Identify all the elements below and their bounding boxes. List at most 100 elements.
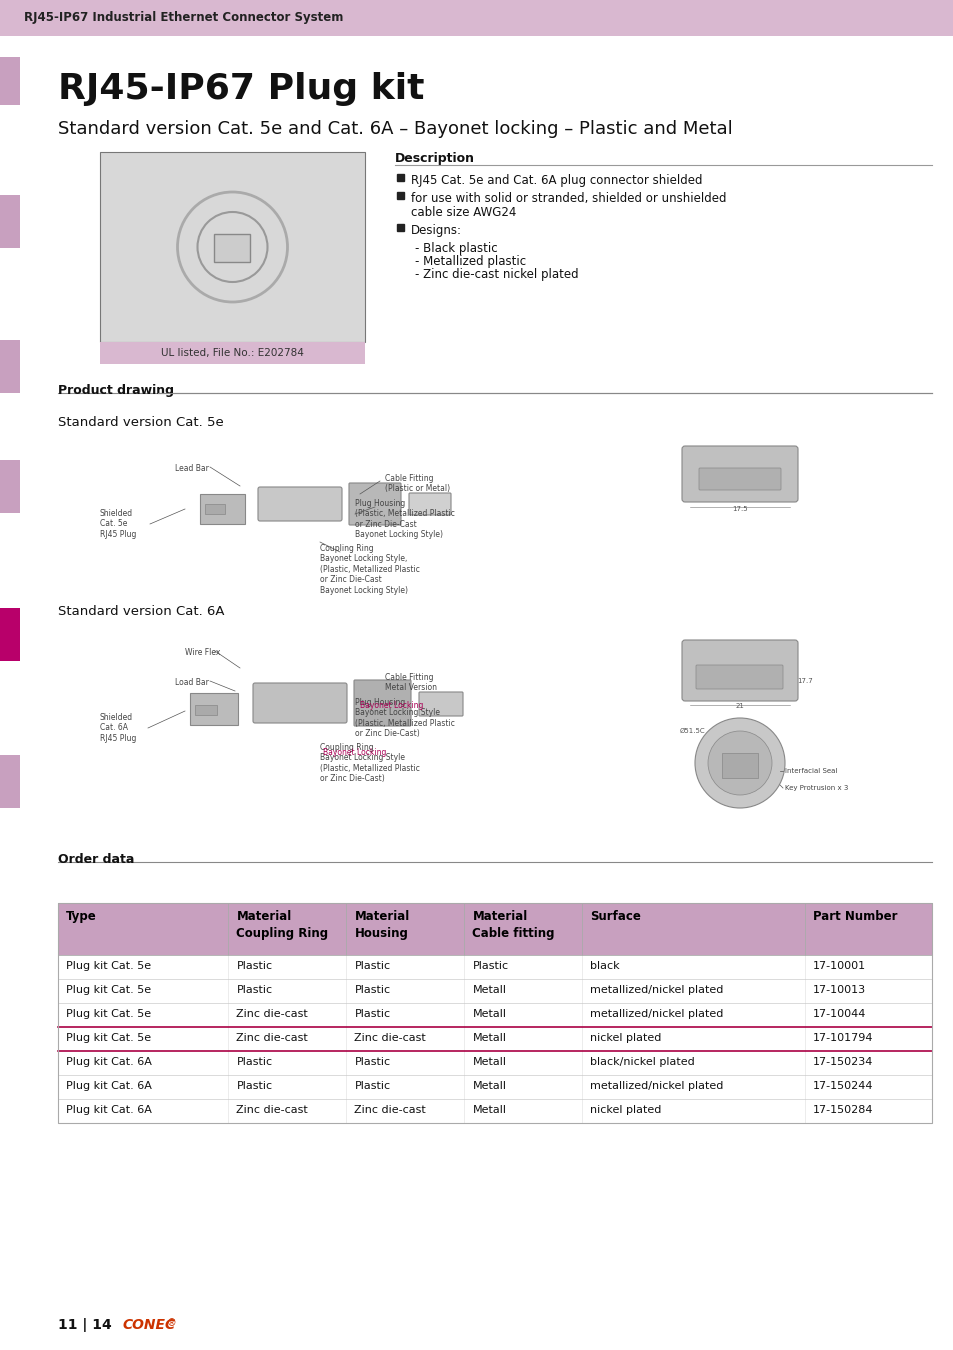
Bar [58, 1075, 931, 1099]
Text: Material
Coupling Ring: Material Coupling Ring [236, 910, 328, 940]
Text: Lead Bar: Lead Bar [174, 464, 209, 472]
Bar [396, 192, 403, 198]
Bar [58, 954, 931, 979]
Circle shape [707, 730, 771, 795]
Text: UL listed, File No.: E202784: UL listed, File No.: E202784 [161, 348, 304, 358]
Text: metallized/nickel plated: metallized/nickel plated [590, 986, 723, 995]
FancyBboxPatch shape [418, 693, 462, 716]
Text: Plug kit Cat. 5e: Plug kit Cat. 5e [66, 1008, 151, 1019]
Text: Plug Housing
Bayonet Locking Style
(Plastic, Metallized Plastic
or Zinc Die-Cast: Plug Housing Bayonet Locking Style (Plas… [355, 698, 455, 738]
Text: Plug kit Cat. 6A: Plug kit Cat. 6A [66, 1081, 152, 1091]
Bar [58, 979, 931, 1003]
Bar [100, 342, 365, 365]
Text: Plastic: Plastic [355, 1057, 390, 1066]
Bar [58, 1003, 931, 1027]
Text: Standard version Cat. 6A: Standard version Cat. 6A [58, 605, 224, 618]
Text: Shielded
Cat. 5e
RJ45 Plug: Shielded Cat. 5e RJ45 Plug [100, 509, 136, 539]
Text: nickel plated: nickel plated [590, 1033, 661, 1044]
Bar [58, 1052, 931, 1075]
Text: Type: Type [66, 910, 96, 923]
Text: RJ45-IP67 Industrial Ethernet Connector System: RJ45-IP67 Industrial Ethernet Connector … [24, 12, 343, 24]
Text: Metall: Metall [472, 1057, 506, 1066]
Text: black/nickel plated: black/nickel plated [590, 1057, 695, 1066]
Text: Part Number: Part Number [812, 910, 897, 923]
FancyBboxPatch shape [681, 446, 797, 502]
Text: Plug Housing
(Plastic, Metallized Plastic
or Zinc Die-Cast
Bayonet Locking Style: Plug Housing (Plastic, Metallized Plasti… [355, 500, 455, 539]
Bar [0, 194, 20, 248]
Text: - Black plastic: - Black plastic [415, 242, 497, 255]
Text: Plastic: Plastic [236, 961, 273, 971]
Text: nickel plated: nickel plated [590, 1106, 661, 1115]
Text: Bayonet Locking: Bayonet Locking [323, 748, 386, 757]
Text: Plastic: Plastic [355, 986, 390, 995]
Text: Key Protrusion x 3: Key Protrusion x 3 [784, 784, 847, 791]
Text: 17-150234: 17-150234 [812, 1057, 873, 1066]
Bar [0, 755, 20, 809]
Bar [58, 903, 931, 954]
Text: Standard version Cat. 5e: Standard version Cat. 5e [58, 416, 224, 429]
Text: Metall: Metall [472, 1033, 506, 1044]
Text: Interfacial Seal: Interfacial Seal [784, 768, 837, 774]
Text: 17-10044: 17-10044 [812, 1008, 865, 1019]
Text: CONEC: CONEC [123, 1318, 176, 1332]
Bar [0, 0, 953, 36]
FancyBboxPatch shape [257, 487, 341, 521]
Bar [396, 174, 403, 181]
Text: Material
Cable fitting: Material Cable fitting [472, 910, 555, 940]
Text: cable size AWG24: cable size AWG24 [411, 207, 516, 219]
Text: metallized/nickel plated: metallized/nickel plated [590, 1008, 723, 1019]
Text: Plug kit Cat. 6A: Plug kit Cat. 6A [66, 1057, 152, 1066]
FancyBboxPatch shape [699, 468, 781, 490]
Text: Order data: Order data [58, 853, 134, 865]
Text: 17.7: 17.7 [796, 678, 812, 684]
Bar [0, 57, 20, 105]
Bar [100, 153, 365, 342]
Bar [190, 693, 237, 725]
Text: Plug kit Cat. 5e: Plug kit Cat. 5e [66, 961, 151, 971]
Text: Surface: Surface [590, 910, 640, 923]
Text: Metall: Metall [472, 1008, 506, 1019]
Text: Cable Fitting
(Plastic or Metal): Cable Fitting (Plastic or Metal) [385, 474, 450, 493]
Text: 17-10001: 17-10001 [812, 961, 865, 971]
Text: 17-150284: 17-150284 [812, 1106, 873, 1115]
Bar [214, 234, 251, 262]
Text: 21: 21 [735, 703, 743, 709]
Text: ®: ® [167, 1318, 176, 1328]
FancyBboxPatch shape [681, 640, 797, 701]
Bar [0, 340, 20, 393]
Text: 17.5: 17.5 [731, 506, 747, 512]
Bar [194, 705, 216, 716]
Text: Plug kit Cat. 6A: Plug kit Cat. 6A [66, 1106, 152, 1115]
Text: 17-10013: 17-10013 [812, 986, 865, 995]
Text: Shielded
Cat. 6A
RJ45 Plug: Shielded Cat. 6A RJ45 Plug [100, 713, 136, 743]
Text: Metall: Metall [472, 1081, 506, 1091]
Text: Zinc die-cast: Zinc die-cast [236, 1008, 308, 1019]
Bar [0, 460, 20, 513]
FancyBboxPatch shape [354, 680, 411, 726]
Bar [58, 903, 931, 1123]
Text: Material
Housing: Material Housing [355, 910, 409, 940]
Text: Zinc die-cast: Zinc die-cast [355, 1033, 426, 1044]
Text: RJ45-IP67 Plug kit: RJ45-IP67 Plug kit [58, 72, 424, 107]
Bar [721, 753, 758, 778]
FancyBboxPatch shape [349, 483, 400, 525]
Text: Metall: Metall [472, 1106, 506, 1115]
Text: Plastic: Plastic [472, 961, 508, 971]
FancyBboxPatch shape [409, 493, 451, 514]
Text: Product drawing: Product drawing [58, 383, 173, 397]
Text: Wire Flex: Wire Flex [185, 648, 220, 657]
Text: Designs:: Designs: [411, 224, 461, 238]
Text: Plastic: Plastic [236, 1057, 273, 1066]
Bar [58, 1099, 931, 1123]
Text: Plastic: Plastic [355, 1008, 390, 1019]
FancyBboxPatch shape [253, 683, 347, 724]
Text: - Metallized plastic: - Metallized plastic [415, 255, 525, 269]
Text: Cable Fitting
Metal Version: Cable Fitting Metal Version [385, 674, 436, 693]
Text: Plug kit Cat. 5e: Plug kit Cat. 5e [66, 986, 151, 995]
Text: 11 | 14: 11 | 14 [58, 1318, 112, 1332]
Bar [396, 224, 403, 231]
Text: metallized/nickel plated: metallized/nickel plated [590, 1081, 723, 1091]
Text: Metall: Metall [472, 986, 506, 995]
Text: Load Bar: Load Bar [174, 678, 209, 687]
Bar [58, 903, 931, 954]
